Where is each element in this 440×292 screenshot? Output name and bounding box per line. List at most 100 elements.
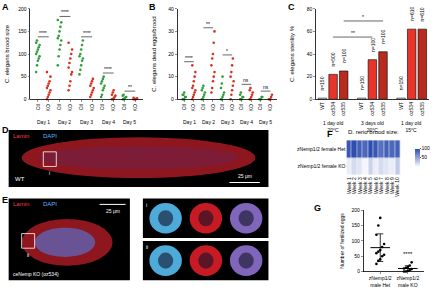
svg-text:C: C	[288, 2, 295, 12]
svg-text:oz534: oz534	[369, 102, 375, 116]
svg-text:Week 5: Week 5	[367, 177, 373, 194]
svg-text:zNemp1/2male Het: zNemp1/2male Het	[369, 275, 392, 288]
svg-text:100: 100	[422, 145, 431, 151]
svg-text:Day 1: Day 1	[183, 119, 196, 125]
svg-text:Week 4: Week 4	[362, 177, 368, 194]
svg-text:KO: KO	[267, 104, 273, 111]
svg-text:G: G	[314, 203, 321, 213]
svg-text:KO: KO	[190, 104, 196, 111]
svg-text:Lamin: Lamin	[13, 133, 29, 139]
svg-text:****: ****	[104, 66, 112, 72]
svg-text:n=100: n=100	[370, 38, 376, 52]
svg-text:DAPI: DAPI	[43, 201, 57, 207]
svg-text:C. elegans sterility %: C. elegans sterility %	[289, 25, 295, 82]
svg-text:F: F	[327, 129, 333, 139]
svg-text:30: 30	[168, 28, 174, 34]
svg-text:25 μm: 25 μm	[106, 208, 120, 214]
svg-text:n=150: n=150	[319, 76, 325, 90]
svg-text:n=150: n=150	[359, 76, 365, 90]
svg-text:zNemp1/2 female KO: zNemp1/2 female KO	[298, 163, 346, 169]
svg-text:Day 3: Day 3	[80, 119, 93, 125]
svg-text:n=100: n=100	[380, 29, 386, 43]
svg-text:150: 150	[352, 222, 361, 228]
svg-text:Day 5: Day 5	[259, 119, 272, 125]
svg-text:Day 1: Day 1	[37, 119, 50, 125]
svg-text:n=610: n=610	[409, 7, 415, 21]
svg-text:50: 50	[21, 73, 27, 79]
svg-text:Day 5: Day 5	[123, 119, 136, 125]
svg-text:E: E	[2, 195, 8, 205]
svg-text:0: 0	[24, 96, 27, 102]
svg-text:Day 4: Day 4	[240, 119, 253, 125]
svg-text:zNemp1/2 female Het: zNemp1/2 female Het	[297, 146, 346, 152]
svg-text:**: **	[351, 30, 355, 36]
svg-text:****: ****	[83, 30, 91, 36]
svg-text:D: D	[2, 125, 9, 135]
svg-text:Week 9: Week 9	[389, 177, 395, 194]
svg-text:i: i	[146, 202, 147, 208]
svg-text:C. elegans dead eggs/brood: C. elegans dead eggs/brood	[151, 16, 157, 91]
svg-text:KO: KO	[248, 104, 254, 111]
svg-text:10: 10	[168, 73, 174, 79]
svg-text:100: 100	[352, 238, 361, 244]
svg-text:Week 8: Week 8	[384, 177, 390, 194]
svg-text:Week 3: Week 3	[357, 177, 363, 194]
svg-text:100: 100	[18, 51, 27, 57]
svg-text:Number of fertilized eggs: Number of fertilized eggs	[339, 213, 345, 269]
svg-text:ceNemp KO (oz534): ceNemp KO (oz534)	[13, 271, 59, 277]
svg-text:oz534: oz534	[330, 102, 336, 116]
svg-text:KO: KO	[132, 104, 138, 111]
svg-text:Ctl: Ctl	[257, 104, 263, 110]
svg-text:200: 200	[352, 207, 361, 213]
svg-text:KO: KO	[229, 104, 235, 111]
svg-text:****: ****	[61, 9, 69, 15]
svg-text:200: 200	[18, 6, 27, 12]
svg-text:ns: ns	[243, 77, 249, 83]
svg-text:ii: ii	[146, 244, 148, 250]
svg-text:1 day old20°C: 1 day old20°C	[323, 120, 344, 133]
svg-text:**: **	[128, 84, 132, 90]
svg-text:WT: WT	[319, 102, 325, 110]
svg-text:Ctl: Ctl	[56, 104, 62, 110]
svg-text:40: 40	[307, 51, 313, 57]
svg-text:*: *	[362, 14, 364, 20]
svg-text:KO: KO	[67, 104, 73, 111]
svg-text:KO: KO	[210, 104, 216, 111]
svg-text:D. rerio brood size:: D. rerio brood size:	[348, 129, 399, 135]
svg-text:50: 50	[354, 253, 360, 259]
svg-text:ns: ns	[263, 84, 269, 90]
svg-text:20: 20	[307, 73, 313, 79]
svg-text:WT: WT	[398, 102, 404, 110]
svg-text:WT: WT	[358, 102, 364, 110]
svg-text:20: 20	[168, 51, 174, 57]
svg-text:40: 40	[168, 6, 174, 12]
svg-text:oz535: oz535	[380, 102, 386, 116]
svg-text:Week 2: Week 2	[351, 177, 357, 194]
svg-text:25 μm: 25 μm	[238, 173, 252, 179]
svg-text:A: A	[2, 2, 9, 12]
svg-text:oz535: oz535	[340, 102, 346, 116]
svg-text:80: 80	[307, 6, 313, 12]
svg-text:oz534: oz534	[408, 102, 414, 116]
svg-text:****: ****	[185, 55, 193, 61]
svg-text:**: **	[206, 21, 210, 27]
svg-text:i: i	[49, 170, 50, 176]
svg-text:Week 7: Week 7	[378, 177, 384, 194]
svg-text:60: 60	[307, 28, 313, 34]
svg-text:0: 0	[171, 96, 174, 102]
svg-text:3 days old20°C: 3 days old20°C	[361, 120, 384, 133]
svg-text:DAPI: DAPI	[43, 133, 57, 139]
svg-text:Ctl: Ctl	[181, 104, 187, 110]
svg-text:zNemp1/2male KO: zNemp1/2male KO	[396, 275, 419, 288]
svg-text:****: ****	[39, 30, 47, 36]
svg-text:KO: KO	[110, 104, 116, 111]
svg-text:oz535: oz535	[419, 102, 425, 116]
svg-text:Week 10: Week 10	[394, 177, 400, 197]
svg-text:0: 0	[310, 96, 313, 102]
svg-text:*: *	[226, 48, 228, 54]
svg-text:Day 4: Day 4	[102, 119, 115, 125]
svg-text:Ctl: Ctl	[200, 104, 206, 110]
svg-text:n=150: n=150	[398, 76, 404, 90]
svg-text:C. elegans brood size: C. elegans brood size	[4, 24, 10, 83]
svg-text:Day 2: Day 2	[202, 119, 215, 125]
